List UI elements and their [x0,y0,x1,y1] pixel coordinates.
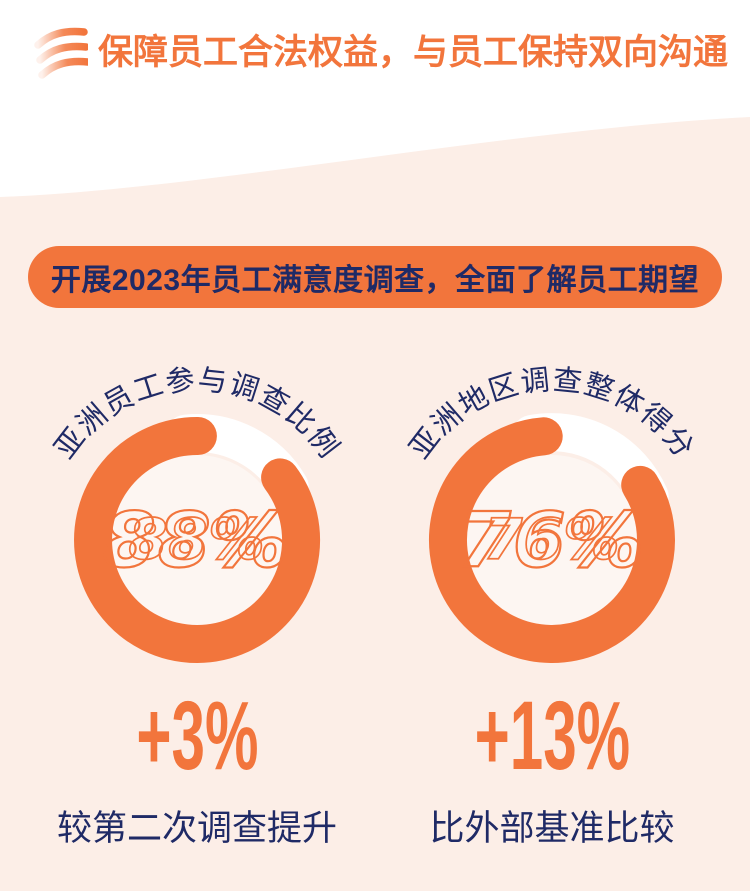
donut-chart-participation: 亚洲员工参与调查比例 88% 88% [49,363,344,663]
stat-note-participation: 较第二次调查提升 [56,809,337,848]
donut-center-value: 88% [103,496,291,585]
donut-center-value-inline: 88% [128,508,265,573]
donut-ring [74,416,321,663]
donut-ring [429,417,675,663]
banner: 开展2023年员工满意度调查，全面了解员工期望 [28,246,722,308]
triple-wave-icon [34,27,88,79]
header: 保障员工合法权益，与员工保持双向沟通 [34,24,728,82]
stat-delta-overall: +13% [382,686,722,786]
donut-inner-disc [467,455,637,625]
donut-center-value-inline: 76% [483,508,620,573]
page-title: 保障员工合法权益，与员工保持双向沟通 [98,33,729,72]
banner-text: 开展2023年员工满意度调查，全面了解员工期望 [50,264,700,297]
donut-center-value: 76% [458,496,646,585]
stat-note-overall: 比外部基准比较 [429,809,675,848]
stat-delta-value: +3% [135,681,259,790]
wave-divider [0,0,750,197]
stat-delta-participation: +3% [27,686,367,786]
donut-chart-overall-score: 亚洲地区调查整体得分 76% 76% [404,363,699,663]
stat-delta-value: +13% [474,681,630,790]
donut-inner-disc [112,455,282,625]
